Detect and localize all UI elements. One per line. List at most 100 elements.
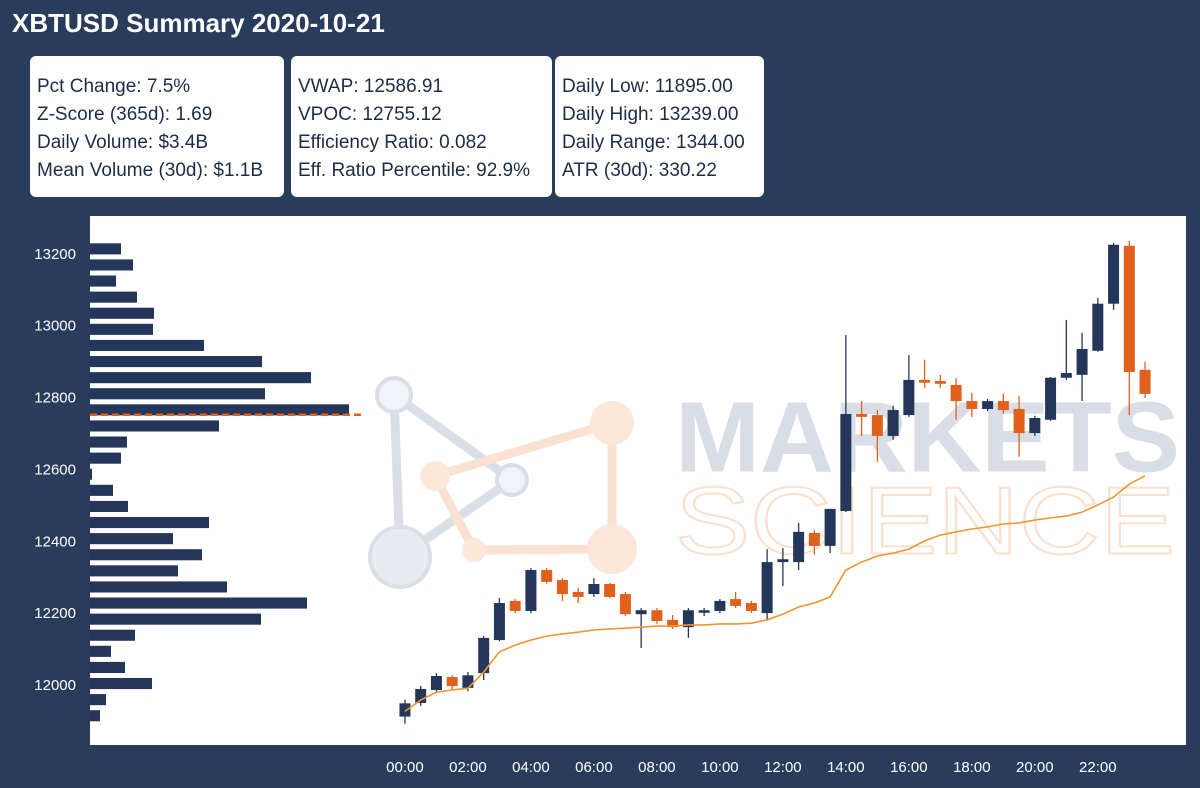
candle-body <box>777 559 789 563</box>
candle-body <box>761 562 773 614</box>
profile-bar <box>90 661 125 673</box>
candle-body <box>824 508 836 546</box>
candle-body <box>682 610 694 628</box>
candle-body <box>556 580 568 595</box>
candle-body <box>1123 245 1135 372</box>
y-tick-label: 12200 <box>34 605 76 622</box>
stats-box: Pct Change: 7.5% Z-Score (365d): 1.69 Dail… <box>30 56 284 197</box>
candle-body <box>793 531 805 563</box>
candle-body <box>651 610 663 622</box>
profile-bar <box>90 243 121 255</box>
candle-body <box>462 675 474 688</box>
candle-body <box>1060 373 1072 378</box>
stat: Daily Volume: $3.4B <box>37 132 209 153</box>
stat: Efficiency Ratio: 0.082 <box>298 132 487 153</box>
candle-body <box>730 599 742 606</box>
candle-body <box>1029 417 1041 434</box>
candle-body <box>808 532 820 546</box>
x-tick-label: 06:00 <box>575 759 613 776</box>
x-tick-label: 10:00 <box>701 759 739 776</box>
profile-bar <box>90 355 262 368</box>
candle-body <box>1139 369 1151 394</box>
y-tick-label: 12400 <box>34 533 76 550</box>
x-tick-label: 22:00 <box>1079 759 1117 776</box>
stat: Daily High: 13239.00 <box>562 104 739 125</box>
candle-body <box>871 415 883 436</box>
profile-bar <box>90 388 265 400</box>
watermark-text: MARKETS <box>675 381 1180 493</box>
stat: Z-Score (365d): 1.69 <box>37 104 213 125</box>
candle-body <box>446 677 458 687</box>
y-tick-label: 13200 <box>34 246 76 263</box>
stat: Daily Range: 1344.00 <box>562 132 745 153</box>
profile-bar <box>90 694 106 706</box>
stat: Daily Low: 11895.00 <box>562 76 733 97</box>
profile-bar <box>90 323 153 335</box>
profile-bar <box>90 436 127 448</box>
candle-body <box>415 688 427 703</box>
candle-body <box>1076 348 1088 375</box>
stat: Mean Volume (30d): $1.1B <box>37 160 264 181</box>
y-tick-label: 12800 <box>34 390 76 407</box>
logo <box>368 376 637 589</box>
profile-bar <box>90 613 261 625</box>
candle-body <box>997 401 1009 411</box>
profile-bar <box>90 710 100 722</box>
candle-body <box>840 414 852 512</box>
candle-body <box>588 584 600 595</box>
profile-bar <box>90 677 152 690</box>
stat: Pct Change: 7.5% <box>37 76 191 97</box>
profile-bar <box>90 468 92 480</box>
x-tick-label: 12:00 <box>764 759 802 776</box>
candle-body <box>714 600 726 611</box>
candle-body <box>635 610 647 615</box>
profile-bar <box>90 452 121 464</box>
candle-body <box>399 703 411 717</box>
x-tick-label: 14:00 <box>827 759 865 776</box>
x-tick-label: 08:00 <box>638 759 676 776</box>
profile-bar <box>90 484 113 496</box>
plot-area <box>90 216 1186 745</box>
watermark-text: SCIENCE <box>675 467 1175 574</box>
profile-bar <box>90 259 133 271</box>
profile-bar <box>90 645 111 657</box>
candle-body <box>1045 377 1057 420</box>
candle-body <box>619 594 631 615</box>
profile-bar <box>90 307 154 319</box>
candle-body <box>478 637 490 674</box>
candle-body <box>919 379 931 383</box>
x-tick-label: 04:00 <box>512 759 550 776</box>
profile-bar <box>90 549 202 561</box>
candle-body <box>1013 408 1025 434</box>
x-tick-label: 18:00 <box>953 759 991 776</box>
stat: VWAP: 12586.91 <box>298 76 444 97</box>
profile-bar <box>90 275 116 287</box>
profile-bar <box>90 581 227 593</box>
candle-body <box>934 380 946 384</box>
x-tick-label: 02:00 <box>449 759 487 776</box>
x-tick-label: 16:00 <box>890 759 928 776</box>
profile-bar <box>90 516 209 529</box>
candle-body <box>903 379 915 416</box>
profile-bar <box>90 420 219 432</box>
profile-bar <box>90 339 204 351</box>
candle-body <box>509 600 521 611</box>
profile-bar <box>90 291 137 303</box>
candle-body <box>604 584 616 597</box>
y-tick-label: 13000 <box>34 318 76 335</box>
candle-body <box>493 603 505 641</box>
stat: ATR (30d): 330.22 <box>562 160 717 181</box>
y-tick-label: 12000 <box>34 677 76 694</box>
vwap-line <box>404 475 1146 712</box>
candle-body <box>698 610 710 613</box>
stat: VPOC: 12755.12 <box>298 104 442 125</box>
candle-body <box>887 410 899 436</box>
candle-body <box>541 569 553 582</box>
title: XBTUSD Summary 2020-10-21 <box>12 8 385 38</box>
candle-body <box>525 569 537 611</box>
candle-body <box>966 401 978 409</box>
profile-bar <box>90 629 135 641</box>
y-tick-label: 12600 <box>34 461 76 478</box>
